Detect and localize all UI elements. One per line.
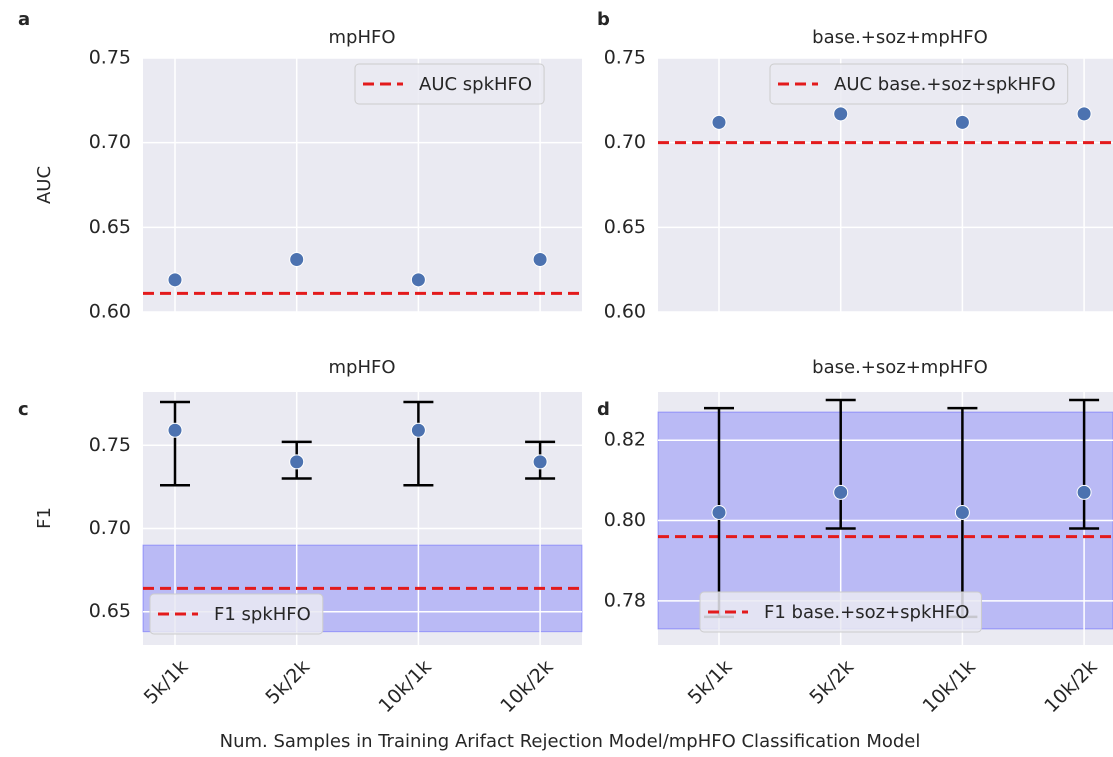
x-tick-label: 10k/1k	[375, 656, 436, 717]
x-tick-label: 10k/1k	[919, 656, 980, 717]
panel-letter: b	[597, 9, 610, 30]
y-tick-label: 0.75	[89, 47, 131, 69]
legend-box	[149, 593, 324, 635]
x-tick-label: 5k/2k	[261, 656, 314, 709]
data-point	[833, 484, 849, 500]
legend-box	[354, 63, 545, 105]
data-point	[289, 454, 305, 470]
data-point	[167, 422, 183, 438]
panel-letter: a	[18, 9, 30, 30]
y-tick-label: 0.65	[604, 216, 646, 238]
error-bar	[403, 400, 434, 487]
y-tick-label: 0.70	[604, 131, 646, 153]
panel-title: mpHFO	[328, 27, 395, 48]
data-point	[532, 252, 548, 268]
x-tick-label: 5k/2k	[805, 656, 858, 709]
legend-box	[769, 63, 1069, 105]
error-bar	[1069, 398, 1100, 530]
y-tick-label: 0.82	[604, 429, 646, 451]
x-tick-label: 5k/1k	[140, 656, 193, 709]
data-point	[410, 422, 426, 438]
x-tick-label: 10k/2k	[1040, 656, 1101, 717]
y-tick-label: 0.65	[89, 600, 131, 622]
y-tick-label: 0.70	[89, 131, 131, 153]
y-tick-label: 0.80	[604, 509, 646, 531]
error-bar	[825, 398, 856, 530]
data-point	[532, 454, 548, 470]
data-point	[954, 504, 970, 520]
y-tick-label: 0.70	[89, 517, 131, 539]
panel-letter: d	[597, 399, 610, 420]
panel-title: base.+soz+mpHFO	[812, 357, 988, 378]
error-bar	[160, 400, 190, 487]
y-tick-label: 0.75	[604, 47, 646, 69]
panel-letter: c	[18, 399, 29, 420]
legend-box	[699, 591, 982, 633]
panel-title: mpHFO	[328, 357, 395, 378]
legend-label: AUC base.+soz+spkHFO	[834, 74, 1056, 95]
legend-label: F1 spkHFO	[214, 604, 311, 625]
y-tick-label: 0.60	[89, 301, 131, 323]
y-tick-label: 0.75	[89, 434, 131, 456]
y-tick-label: 0.65	[89, 216, 131, 238]
y-axis-label: F1	[34, 507, 55, 529]
x-tick-label: 5k/1k	[684, 656, 737, 709]
data-point	[954, 114, 970, 130]
data-point	[833, 106, 849, 122]
panel-title: base.+soz+mpHFO	[812, 27, 988, 48]
data-point	[289, 252, 305, 268]
legend-label: AUC spkHFO	[419, 74, 532, 95]
data-point	[410, 272, 426, 288]
data-point	[711, 114, 727, 130]
x-axis-label: Num. Samples in Training Arifact Rejecti…	[220, 731, 921, 752]
y-tick-label: 0.78	[604, 589, 646, 611]
data-point	[167, 272, 183, 288]
legend-label: F1 base.+soz+spkHFO	[764, 602, 969, 623]
x-tick-label: 10k/2k	[496, 656, 557, 717]
y-axis-label: AUC	[34, 166, 55, 204]
data-point	[1076, 106, 1092, 122]
data-point	[1076, 484, 1092, 500]
data-point	[711, 504, 727, 520]
y-tick-label: 0.60	[604, 301, 646, 323]
